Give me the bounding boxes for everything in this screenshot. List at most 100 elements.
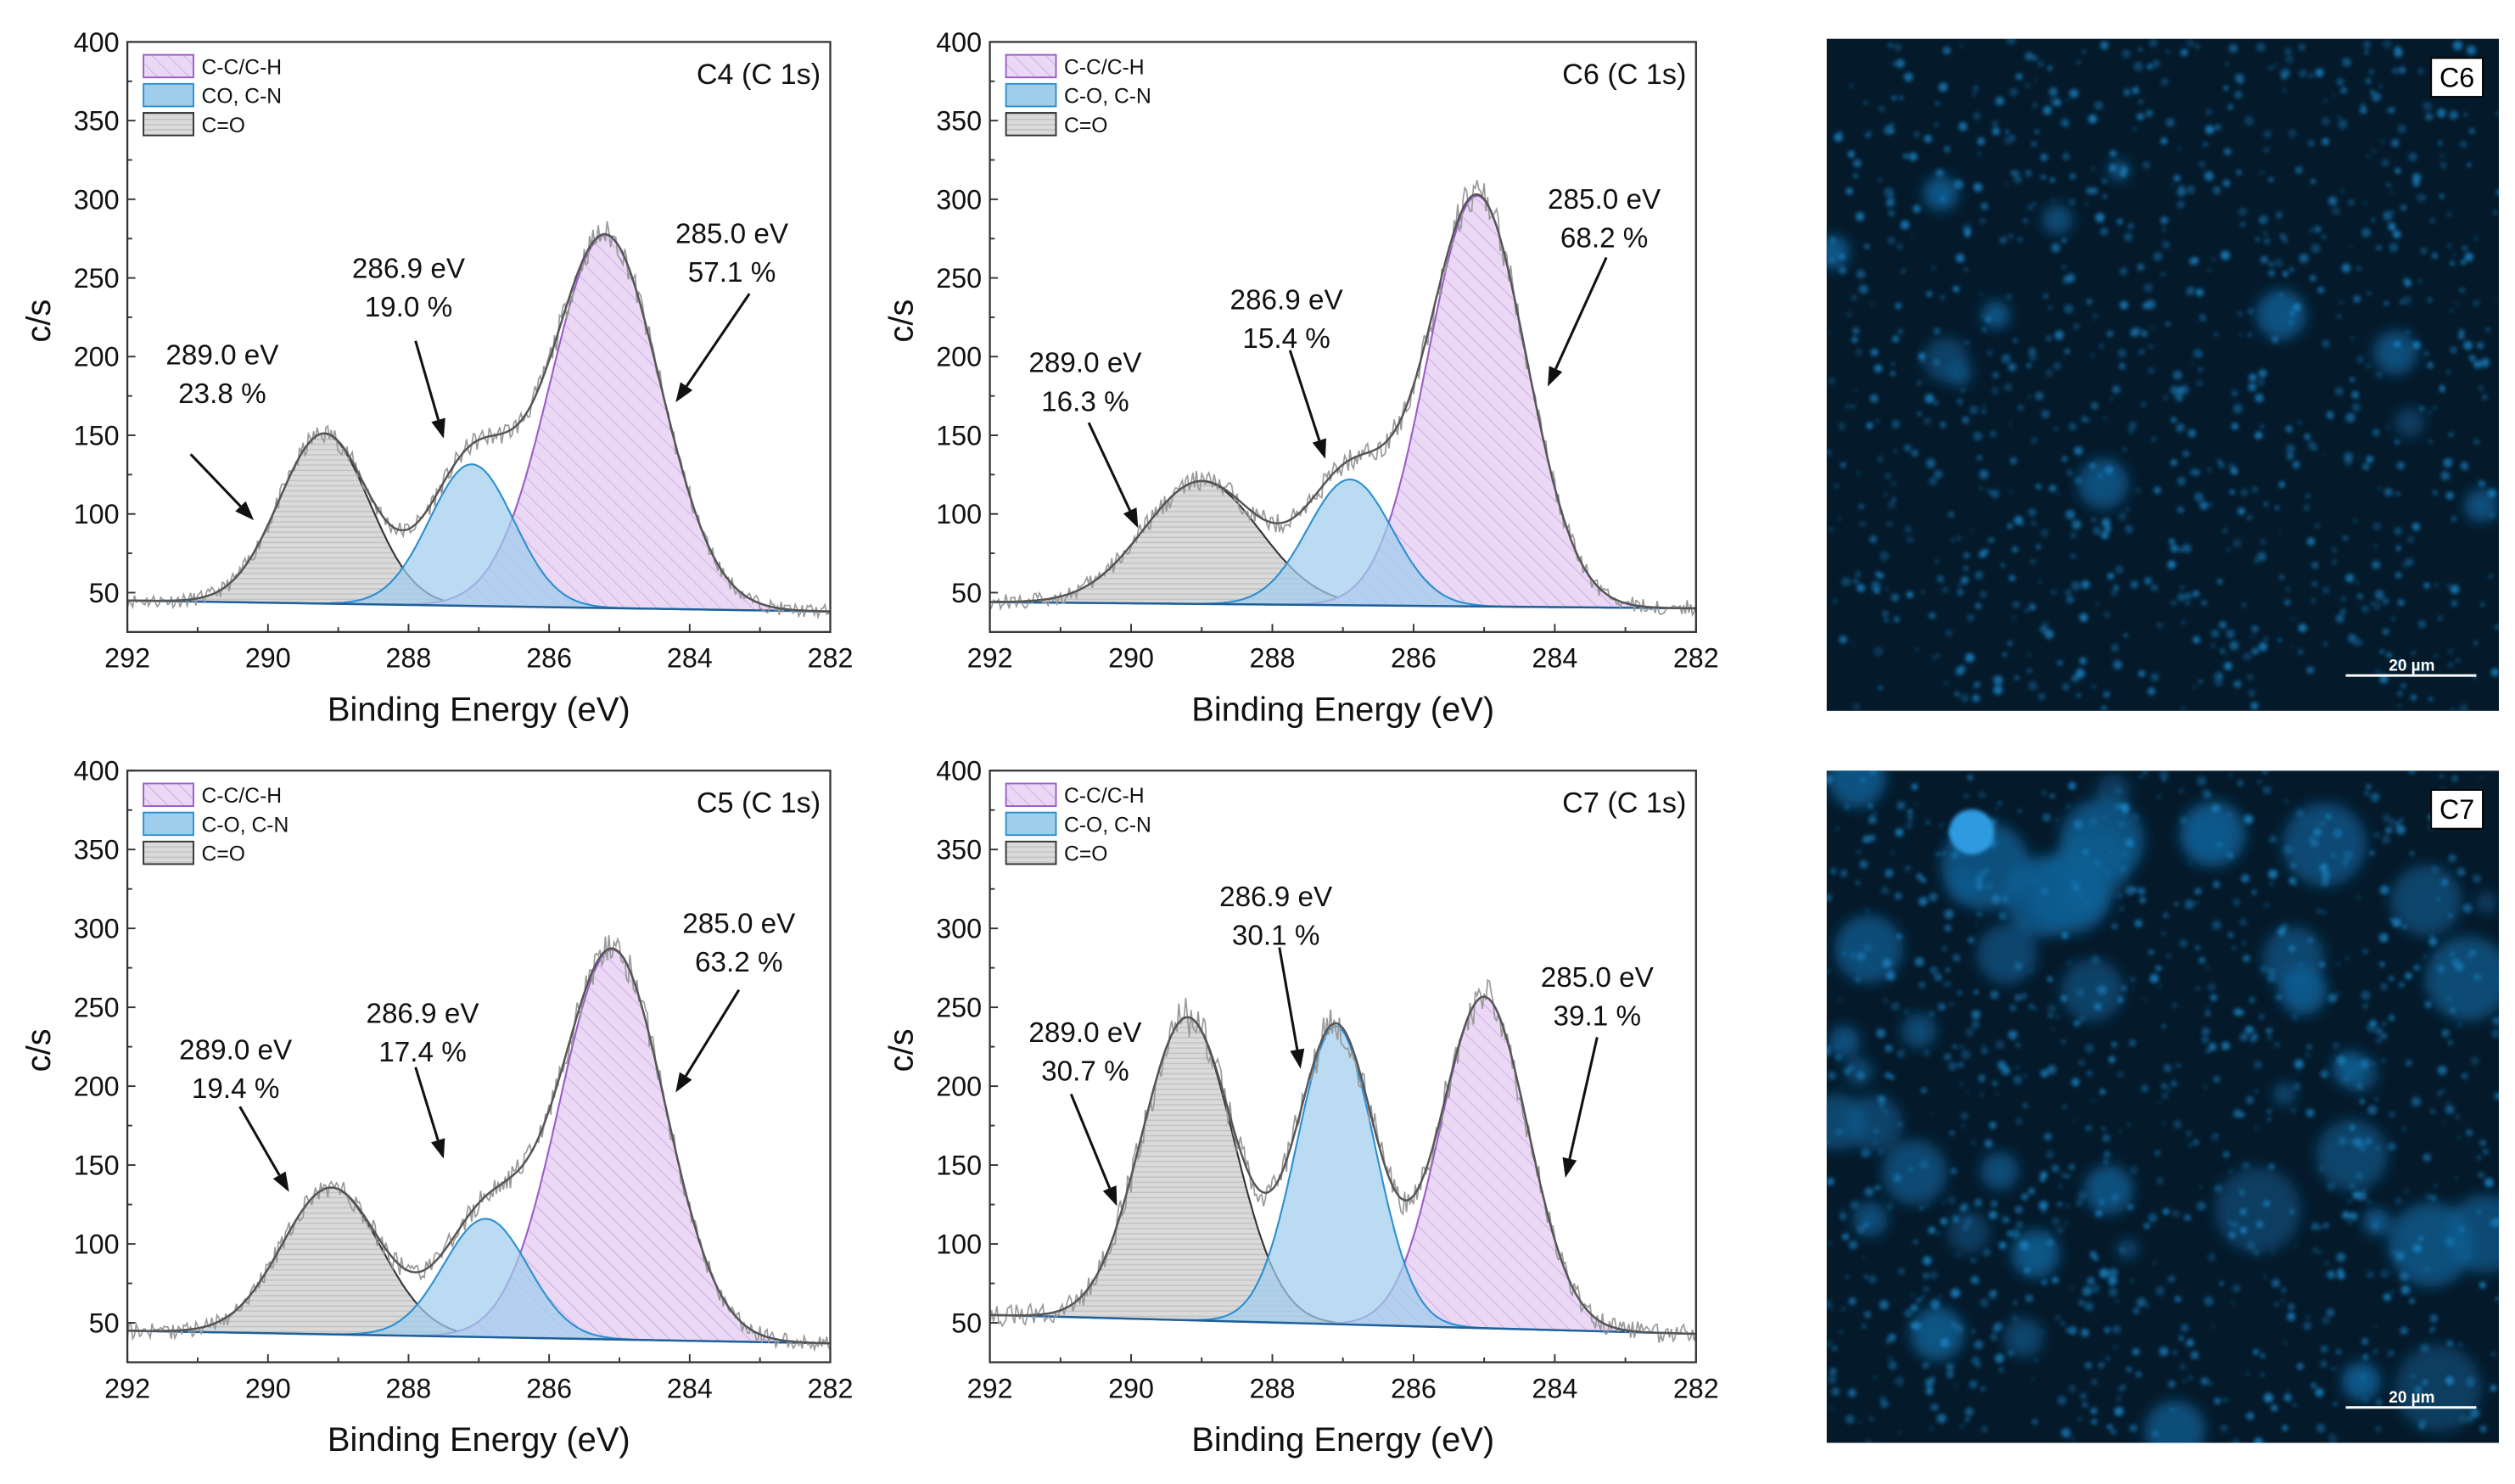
micrograph-particle <box>1826 1342 1831 1347</box>
micrograph-particle <box>2174 901 2179 906</box>
micrograph-particle <box>2375 1398 2383 1406</box>
background-line <box>127 599 831 613</box>
micrograph-particle <box>2215 124 2221 131</box>
micrograph-particle <box>2045 1150 2054 1159</box>
micrograph-particle <box>2019 992 2028 1000</box>
micrograph-particle <box>1982 1044 1986 1047</box>
legend-swatch <box>1005 53 1057 79</box>
micrograph-particle <box>1884 493 1888 498</box>
micrograph-particle <box>2214 1397 2221 1405</box>
micrograph-particle <box>2315 524 2321 529</box>
y-tick-label: 300 <box>74 184 120 215</box>
micrograph-particle <box>1896 1050 1905 1058</box>
micrograph-particle <box>2065 1173 2070 1179</box>
micrograph-particle <box>2256 42 2266 52</box>
micrograph-particle <box>2395 440 2400 445</box>
micrograph-particle <box>2008 1350 2014 1356</box>
micrograph-particle <box>1839 254 1845 260</box>
micrograph-particle <box>1979 469 1989 479</box>
micrograph-particle <box>2325 1262 2328 1265</box>
micrograph-particle <box>2025 82 2030 88</box>
micrograph-particle <box>2007 232 2014 239</box>
micrograph-particle <box>2071 519 2081 529</box>
micrograph-particle <box>1930 1299 1941 1309</box>
micrograph-particle <box>1974 1340 1984 1350</box>
micrograph-particle <box>2014 675 2019 680</box>
micrograph-particle <box>2322 1222 2329 1229</box>
micrograph-particle <box>2228 1231 2237 1240</box>
micrograph-particle <box>2222 179 2231 188</box>
micrograph-particle <box>2433 406 2436 410</box>
micrograph-particle <box>2181 1324 2189 1332</box>
micrograph-particle <box>2152 1261 2157 1266</box>
micrograph-particle <box>2268 261 2274 267</box>
y-tick-label: 150 <box>936 420 982 451</box>
micrograph-particle <box>2458 328 2465 335</box>
micrograph-particle <box>1848 1240 1858 1250</box>
micrograph-particle <box>2225 62 2229 66</box>
y-tick-label: 250 <box>936 993 982 1023</box>
micrograph-particle <box>2406 535 2415 544</box>
micrograph-particle <box>2025 170 2032 176</box>
micrograph-particle <box>1967 774 1974 781</box>
micrograph-particle <box>2106 871 2109 875</box>
micrograph-particle <box>2118 1385 2126 1392</box>
micrograph-particle <box>2137 887 2146 895</box>
micrograph-particle <box>2209 502 2212 507</box>
micrograph-particle <box>1933 400 1939 406</box>
micrograph-particle <box>1826 775 1834 783</box>
micrograph-particle <box>2077 1417 2081 1421</box>
micrograph-particle <box>2165 117 2175 127</box>
micrograph-particle <box>2162 228 2165 232</box>
micrograph-particle <box>2260 424 2265 429</box>
micrograph-particle <box>2226 653 2229 657</box>
micrograph-particle <box>1916 1297 1922 1303</box>
micrograph-particle <box>1834 1044 1839 1050</box>
micrograph-particle <box>1970 528 1974 533</box>
micrograph-particle <box>2239 1033 2249 1042</box>
micrograph-particle <box>2193 469 2200 476</box>
micrograph-particle <box>2155 1176 2165 1185</box>
micrograph-particle <box>1977 137 1986 146</box>
micrograph-particle <box>2040 153 2048 161</box>
micrograph-particle <box>2125 837 2134 847</box>
micrograph-particle <box>2005 1218 2009 1223</box>
micrograph-particle <box>2068 781 2076 790</box>
micrograph-particle <box>2356 266 2361 272</box>
micrograph-particle <box>2123 447 2127 451</box>
micrograph-particle <box>2448 913 2453 918</box>
micrograph-particle <box>2223 148 2232 156</box>
micrograph-particle <box>2119 362 2126 370</box>
micrograph-particle <box>1998 1367 2004 1373</box>
micrograph-particle <box>1992 1081 1997 1086</box>
micrograph-particle <box>1972 92 1976 97</box>
micrograph-particle <box>2250 635 2255 639</box>
micrograph-particle <box>2238 207 2248 216</box>
micrograph-particle <box>1935 101 1940 106</box>
micrograph-particle <box>2099 1089 2106 1095</box>
micrograph-particle <box>2110 397 2114 400</box>
micrograph-particle <box>2219 1281 2224 1286</box>
micrograph-particle <box>2247 308 2255 315</box>
micrograph-particle <box>2192 257 2199 264</box>
micrograph-particle <box>1976 455 1982 461</box>
micrograph-particle <box>1857 1420 1861 1424</box>
micrograph-particle <box>2117 349 2127 358</box>
micrograph-particle <box>2312 581 2317 586</box>
micrograph-particle <box>1981 409 1986 414</box>
micrograph-particle <box>2248 333 2252 337</box>
micrograph-particle <box>1990 430 1997 438</box>
y-tick-label: 400 <box>936 756 982 787</box>
micrograph-particle <box>2074 446 2083 456</box>
micrograph-particle <box>2178 1336 2184 1341</box>
micrograph-particle <box>2132 1308 2140 1314</box>
micrograph-particle <box>2306 1315 2310 1319</box>
micrograph-particle <box>1971 1140 1976 1145</box>
micrograph-particle <box>2233 1109 2243 1118</box>
x-axis-title: Binding Energy (eV) <box>1191 1421 1494 1459</box>
micrograph-particle <box>1941 586 1949 594</box>
micrograph-particle <box>2076 693 2081 697</box>
micrograph-particle <box>2136 1297 2147 1308</box>
micrograph-particle <box>2404 664 2409 669</box>
micrograph-particle <box>2322 871 2331 880</box>
